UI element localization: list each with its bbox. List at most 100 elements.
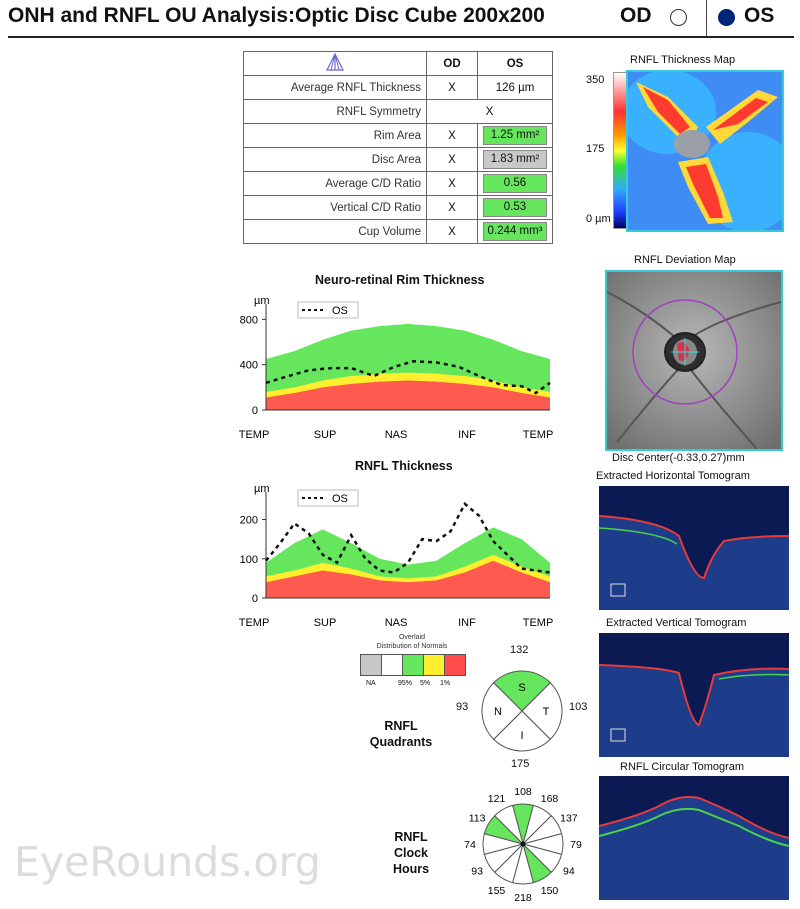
clock-label-line2: Clock <box>393 846 429 860</box>
param-label: Average RNFL Thickness <box>243 75 427 100</box>
quadrant-right-value: 103 <box>569 701 588 713</box>
quadrants-pie: S T I N <box>481 670 563 752</box>
param-label: Vertical C/D Ratio <box>243 195 427 220</box>
param-os-value-cell: 1.25 mm² <box>483 126 547 145</box>
rim-chart-title: Neuro-retinal Rim Thickness <box>315 273 485 287</box>
od-eye-label: OD <box>620 4 652 27</box>
horizontal-tomogram-title: Extracted Horizontal Tomogram <box>596 470 750 482</box>
param-os-value: 1.83 mm² <box>477 147 553 172</box>
quadrant-letter: S <box>518 682 525 694</box>
x-tick-label: INF <box>458 617 476 629</box>
x-tick-label: TEMP <box>239 429 270 441</box>
thickness-map-image <box>620 70 798 232</box>
param-od-value: X <box>426 99 553 124</box>
os-series-line <box>265 360 551 395</box>
clock-hour-value: 150 <box>541 885 559 897</box>
eye-diagram-icon-cell <box>243 51 427 76</box>
thickness-map-title: RNFL Thickness Map <box>630 54 736 66</box>
y-tick-label: 0 <box>252 593 258 605</box>
quadrant-letter: N <box>494 706 502 718</box>
os-eye-label: OS <box>744 4 775 27</box>
quadrant-letter: I <box>520 730 523 742</box>
y-tick-label: 200 <box>240 515 258 527</box>
os-series-line <box>265 501 551 574</box>
param-os-value: 0.244 mm³ <box>477 219 553 244</box>
y-unit-label: µm <box>254 483 270 495</box>
param-os-value: 1.25 mm² <box>477 123 553 148</box>
x-tick-label: NAS <box>385 617 408 629</box>
clock-hour-segment <box>494 804 524 846</box>
clock-hour-value: 218 <box>514 892 532 904</box>
y-tick-label: 400 <box>240 360 258 372</box>
param-label: Cup Volume <box>243 219 427 244</box>
disc-center-readout: Disc Center(-0.33,0.27)mm <box>612 452 745 464</box>
legend-box <box>297 489 359 507</box>
clock-hours-label: RNFL Clock Hours <box>376 829 446 877</box>
param-os-value-cell: 1.83 mm² <box>483 150 547 169</box>
od-radio[interactable] <box>670 9 687 26</box>
quadrant-segment <box>493 710 551 752</box>
quadrant-segment <box>493 670 551 712</box>
legend-swatch-yellow <box>424 655 445 675</box>
quadrant-letter: T <box>543 706 550 718</box>
param-os-value-cell: 0.244 mm³ <box>483 222 547 241</box>
param-label: Average C/D Ratio <box>243 171 427 196</box>
clock-hour-value: 155 <box>488 885 506 897</box>
param-row: Average C/D Ratio X 0.56 <box>243 171 553 196</box>
clock-label-line1: RNFL <box>394 830 428 844</box>
parameters-table: OD OS Average RNFL Thickness X 126 µm RNFL … <box>243 51 553 244</box>
normative-band <box>266 380 550 410</box>
distribution-legend-bar <box>360 654 466 676</box>
x-tick-label: INF <box>458 429 476 441</box>
thickness-colorbar <box>613 72 627 229</box>
param-row: Rim Area X 1.25 mm² <box>243 123 553 148</box>
param-os-value: 0.53 <box>477 195 553 220</box>
scale-label-mid: 175 <box>586 143 605 155</box>
clock-hour-value: 113 <box>469 813 486 825</box>
param-row: RNFL Symmetry X <box>243 99 553 124</box>
x-tick-label: TEMP <box>239 617 270 629</box>
x-tick-label: SUP <box>314 617 337 629</box>
param-os-value: 0.56 <box>477 171 553 196</box>
legend-swatch-na <box>361 655 382 675</box>
param-row: Average RNFL Thickness X 126 µm <box>243 75 553 100</box>
clock-hour-value: 93 <box>471 866 483 878</box>
x-tick-label: TEMP <box>523 429 554 441</box>
y-tick-label: 0 <box>252 405 258 417</box>
param-od-value: X <box>426 219 478 244</box>
circular-tomogram-title: RNFL Circular Tomogram <box>620 761 745 773</box>
legend-label: OS <box>332 305 348 317</box>
eye-separator <box>706 0 707 36</box>
report-title: ONH and RNFL OU Analysis:Optic Disc Cube… <box>8 4 545 27</box>
table-header-row: OD OS <box>243 51 553 76</box>
param-os-value: 126 µm <box>477 75 553 100</box>
clock-hour-value: 137 <box>560 813 578 825</box>
os-radio[interactable] <box>718 9 735 26</box>
horizontal-tomogram-image <box>598 486 790 610</box>
legend-label-1: 1% <box>440 680 451 687</box>
vertical-tomogram-title: Extracted Vertical Tomogram <box>606 617 747 629</box>
param-label: Rim Area <box>243 123 427 148</box>
param-od-value: X <box>426 147 478 172</box>
y-tick-label: 100 <box>240 554 258 566</box>
legend-label-na: NA <box>366 680 376 687</box>
clock-hour-value: 168 <box>541 793 559 805</box>
legend-swatch-red <box>445 655 465 675</box>
legend-label-5: 5% <box>420 680 431 687</box>
rim-thickness-chart: 800 400 0 TEMP SUP NAS INF TEMP µm OS <box>239 295 554 441</box>
y-tick-label: 800 <box>240 314 258 326</box>
clock-hour-value: 121 <box>488 793 506 805</box>
col-os-header: OS <box>477 51 553 76</box>
col-od-header: OD <box>426 51 478 76</box>
header-rule <box>8 36 794 38</box>
param-od-value: X <box>426 171 478 196</box>
clock-hour-value: 79 <box>570 839 582 851</box>
vertical-tomogram-image <box>598 633 790 757</box>
quadrants-label: RNFL Quadrants <box>366 718 436 750</box>
quadrant-segment <box>481 682 523 740</box>
param-label: RNFL Symmetry <box>243 99 427 124</box>
legend-swatch-green <box>403 655 424 675</box>
legend-label-95: 95% <box>398 680 413 687</box>
scale-label-max: 350 <box>586 74 605 86</box>
